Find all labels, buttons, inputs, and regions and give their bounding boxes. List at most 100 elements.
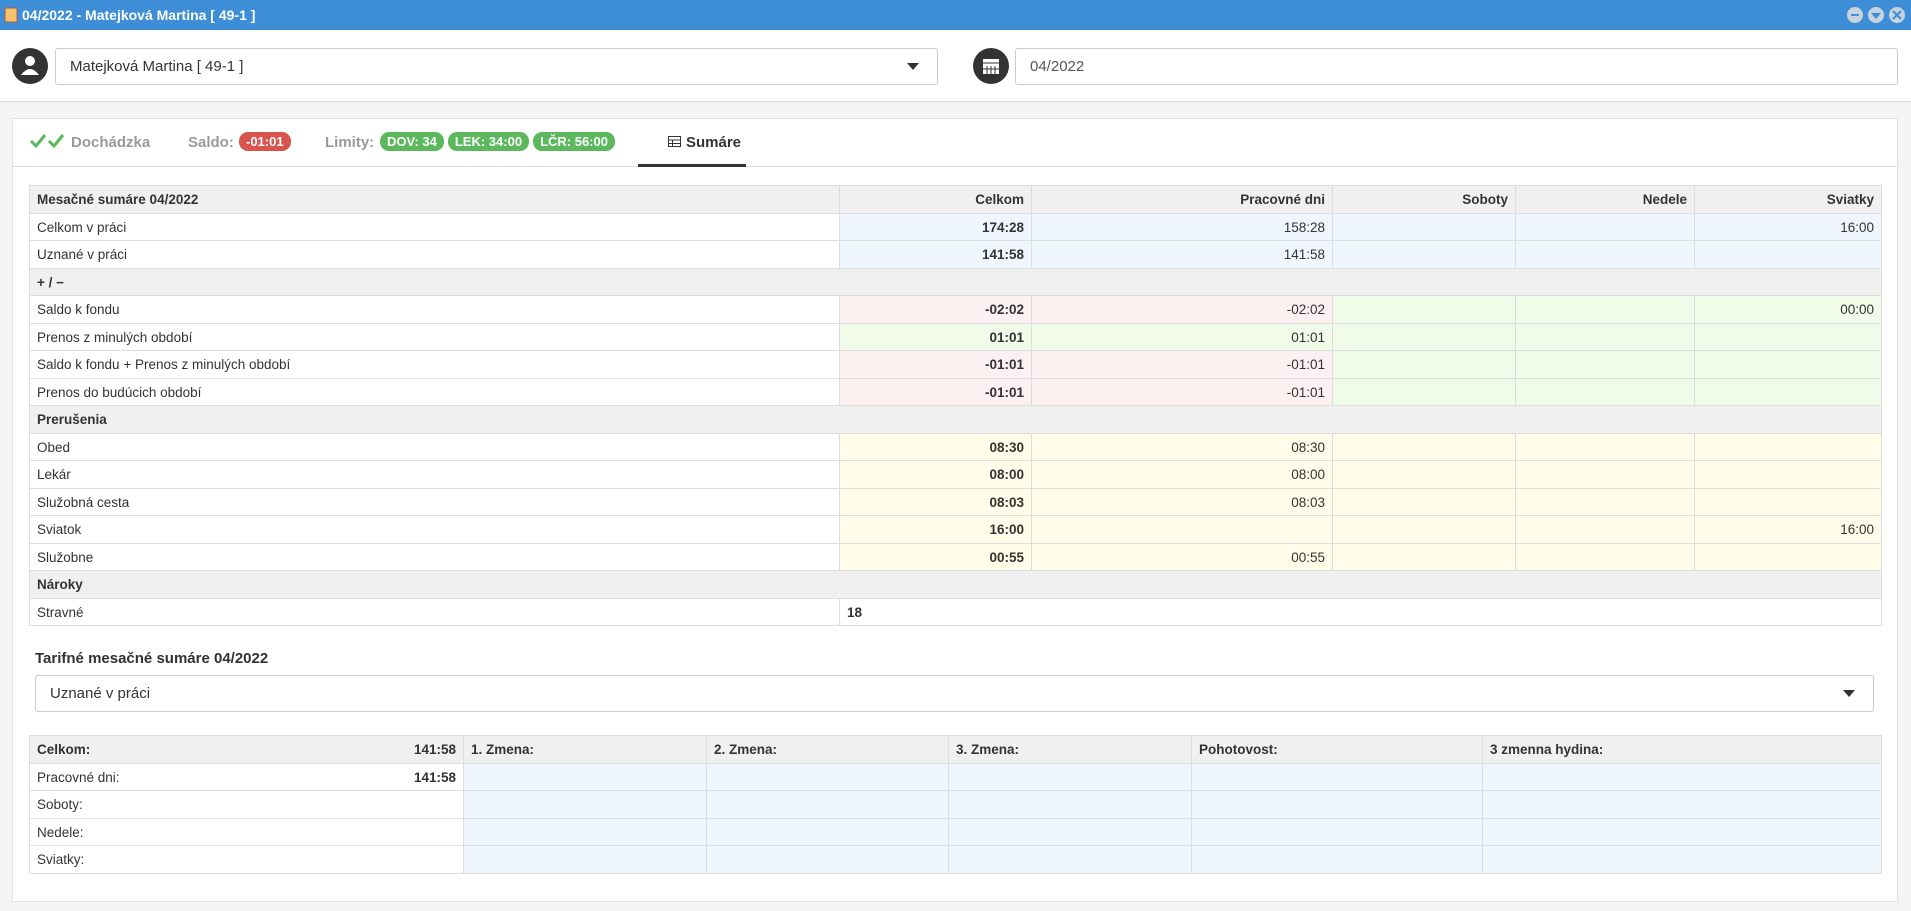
tariff-select[interactable]: Uznané v práci xyxy=(35,675,1874,712)
value-cell: 174:28 xyxy=(840,213,1032,241)
empty-cell xyxy=(1483,846,1882,874)
value-cell xyxy=(1333,433,1516,461)
column-header: Nedele xyxy=(1516,186,1695,214)
row-label: Lekár xyxy=(30,461,840,489)
value-cell xyxy=(1695,433,1882,461)
value-cell xyxy=(1516,351,1695,379)
summary-table: Mesačné sumáre 04/2022 Celkom Pracovné dni… xyxy=(29,185,1882,626)
value-cell: 08:03 xyxy=(1032,488,1333,516)
tariff-table: Celkom: 141:58 1. Zmena: 2. Zmena: 3. Zmena:… xyxy=(29,735,1882,874)
check-icon xyxy=(29,134,65,149)
row-label: Stravné xyxy=(30,598,840,626)
value-cell: 08:30 xyxy=(840,433,1032,461)
value-cell xyxy=(1333,488,1516,516)
app-icon xyxy=(4,7,18,23)
empty-cell xyxy=(1192,846,1483,874)
row-label: Prenos do budúcich období xyxy=(30,378,840,406)
value-cell xyxy=(1695,351,1882,379)
row-label: Pracovné dni: 141:58 xyxy=(30,763,464,791)
row-label: Saldo k fondu + Prenos z minulých období xyxy=(30,351,840,379)
toolbar: Matejková Martina [ 49-1 ] 04/2022 xyxy=(0,30,1911,102)
row-label: Sviatok xyxy=(30,516,840,544)
empty-cell xyxy=(949,763,1192,791)
value-cell: 08:03 xyxy=(840,488,1032,516)
tab-attendance[interactable]: Dochádzka xyxy=(71,134,151,151)
value-cell: 16:00 xyxy=(840,516,1032,544)
empty-cell xyxy=(707,846,949,874)
empty-cell xyxy=(949,791,1192,819)
period-input[interactable]: 04/2022 xyxy=(1015,48,1898,85)
person-select[interactable]: Matejková Martina [ 49-1 ] xyxy=(55,48,938,85)
dropdown-caret xyxy=(1843,690,1855,697)
row-label: Uznané v práci xyxy=(30,241,840,269)
limit-badge: DOV: 34 xyxy=(380,132,444,151)
tab-border xyxy=(13,166,1897,167)
value-cell xyxy=(1516,543,1695,571)
empty-cell xyxy=(1483,791,1882,819)
person-icon xyxy=(12,48,48,84)
value-cell xyxy=(1516,488,1695,516)
empty-cell xyxy=(707,818,949,846)
column-header: Celkom xyxy=(840,186,1032,214)
value-cell: 141:58 xyxy=(840,241,1032,269)
value-cell: 18 xyxy=(840,598,1882,626)
empty-cell xyxy=(464,818,707,846)
limits-label: Limity: xyxy=(325,134,375,151)
tab-summary[interactable]: Sumáre xyxy=(638,119,746,167)
row-label: Obed xyxy=(30,433,840,461)
value-cell xyxy=(1333,543,1516,571)
value-cell xyxy=(1333,516,1516,544)
section-title: Nároky xyxy=(30,571,1882,599)
window-title: 04/2022 - Matejková Martina [ 49-1 ] xyxy=(22,7,256,23)
row-label: Saldo k fondu xyxy=(30,296,840,324)
header-cell: 1. Zmena: xyxy=(464,736,707,764)
value-cell: -01:01 xyxy=(840,378,1032,406)
panel: Dochádzka Saldo: -01:01 Limity: DOV: 34 L… xyxy=(12,118,1898,902)
empty-cell xyxy=(1192,818,1483,846)
value-cell xyxy=(1695,241,1882,269)
row-label: Soboty: xyxy=(30,791,464,819)
row-label: Prenos z minulých období xyxy=(30,323,840,351)
tab-summary-label: Sumáre xyxy=(686,134,742,151)
row-label: Nedele: xyxy=(30,818,464,846)
window-buttons[interactable] xyxy=(1846,5,1908,25)
value-cell: 01:01 xyxy=(840,323,1032,351)
limits-badges: DOV: 34 LEK: 34:00 LČR: 56:00 xyxy=(380,132,619,151)
value-cell xyxy=(1333,351,1516,379)
value-cell: -01:01 xyxy=(840,351,1032,379)
value-cell xyxy=(1516,323,1695,351)
header-cell: 2. Zmena: xyxy=(707,736,949,764)
person-name: Matejková Martina [ 49-1 ] xyxy=(70,58,244,75)
value-cell xyxy=(1695,461,1882,489)
row-label: Služobná cesta xyxy=(30,488,840,516)
empty-cell xyxy=(464,791,707,819)
value-cell: -02:02 xyxy=(840,296,1032,324)
empty-cell xyxy=(707,763,949,791)
section-title: Prerušenia xyxy=(30,406,1882,434)
value-cell: 16:00 xyxy=(1695,213,1882,241)
dropdown-caret xyxy=(907,63,919,70)
value-cell xyxy=(1333,213,1516,241)
row-label: Služobne xyxy=(30,543,840,571)
value-cell: 00:55 xyxy=(840,543,1032,571)
column-header: Sviatky xyxy=(1695,186,1882,214)
empty-cell xyxy=(1192,791,1483,819)
value-cell: -01:01 xyxy=(1032,378,1333,406)
value-cell xyxy=(1516,433,1695,461)
value-cell: 08:00 xyxy=(1032,461,1333,489)
tariff-select-value: Uznané v práci xyxy=(50,685,151,702)
value-cell xyxy=(1516,378,1695,406)
column-header: Mesačné sumáre 04/2022 xyxy=(30,186,840,214)
value-cell xyxy=(1516,461,1695,489)
value-cell xyxy=(1333,241,1516,269)
empty-cell xyxy=(464,763,707,791)
value-cell: 141:58 xyxy=(1032,241,1333,269)
header-cell: Pohotovost: xyxy=(1192,736,1483,764)
limit-badge: LEK: 34:00 xyxy=(447,132,530,151)
empty-cell xyxy=(707,791,949,819)
value-cell xyxy=(1516,516,1695,544)
row-total: 141:58 xyxy=(413,769,456,785)
empty-cell xyxy=(949,818,1192,846)
value-cell: 00:00 xyxy=(1695,296,1882,324)
